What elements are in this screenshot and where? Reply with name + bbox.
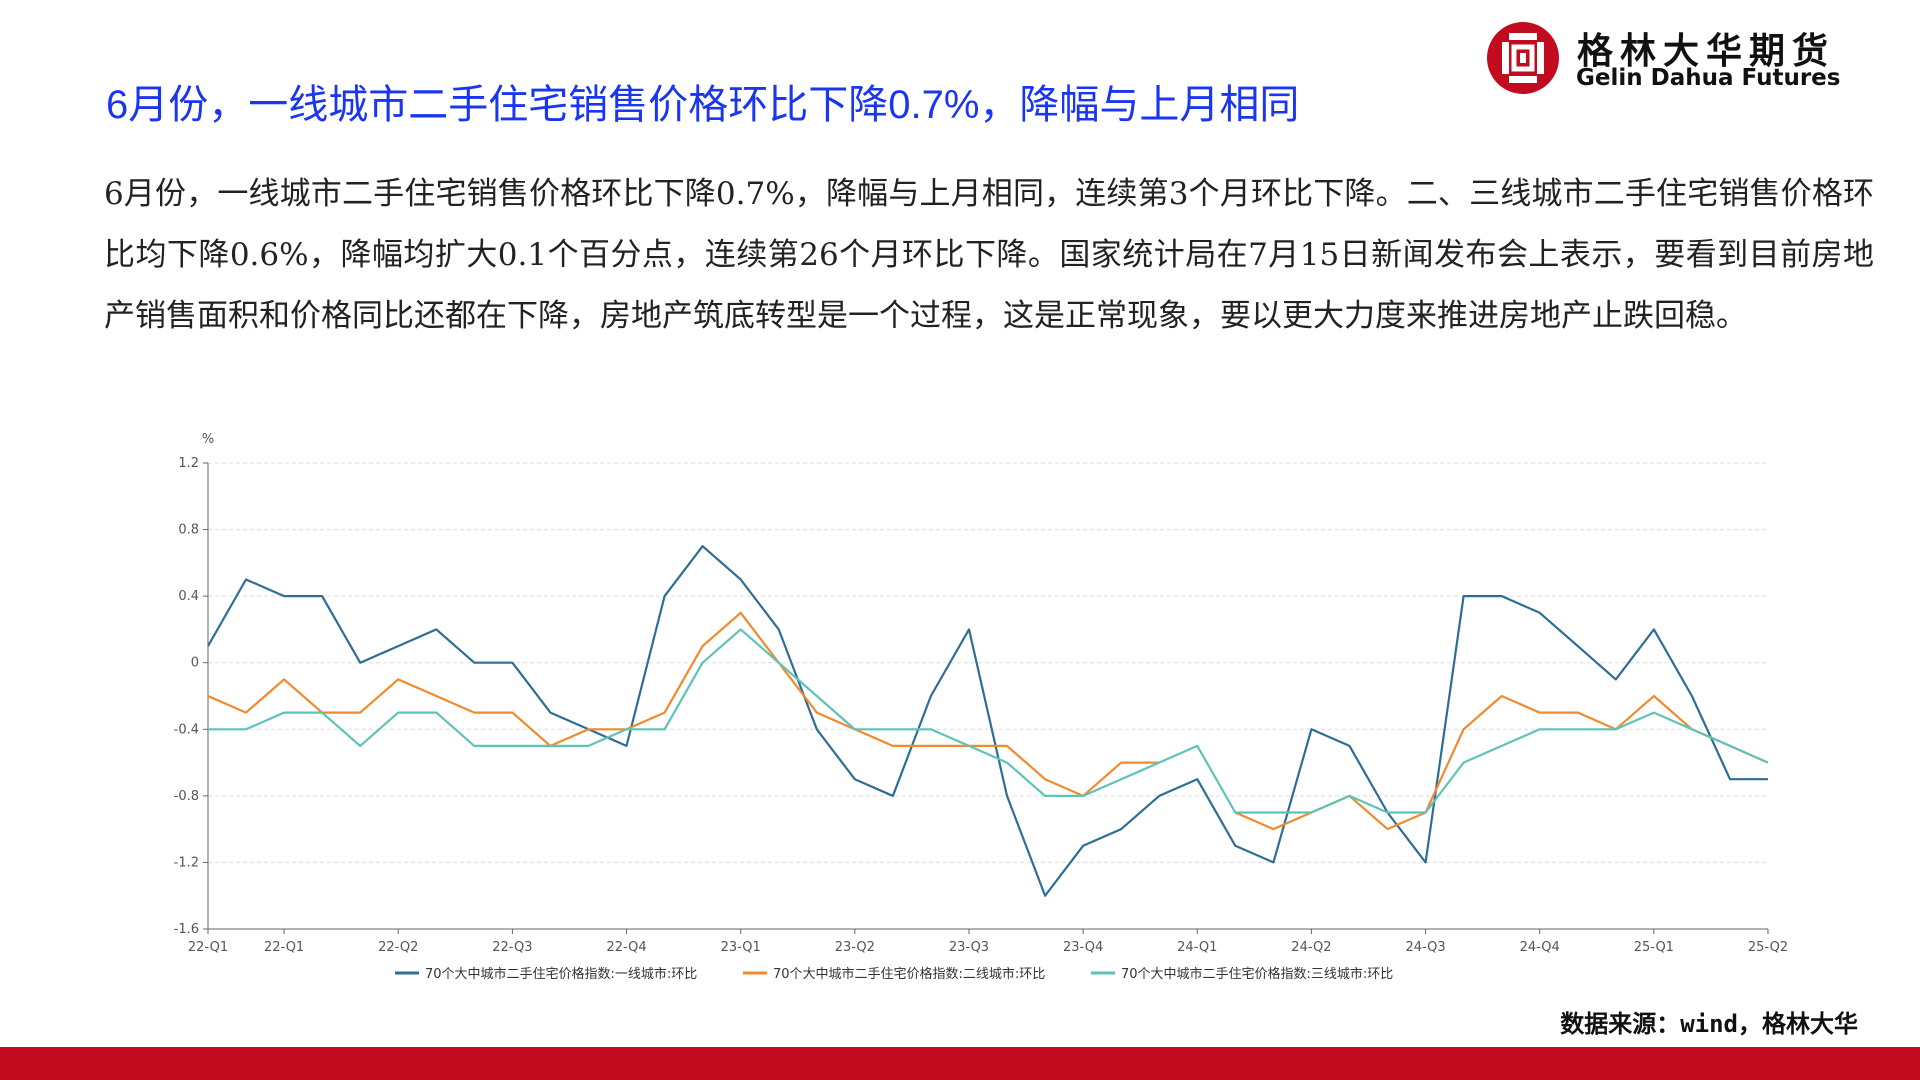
- x-tick-label: 22-Q1: [264, 940, 304, 955]
- x-tick-label: 22-Q2: [378, 940, 418, 955]
- company-logo: 格林大华期货 Gelin Dahua Futures: [1478, 18, 1898, 98]
- logo-emblem-icon: [1487, 22, 1559, 94]
- chart-gridlines: [208, 462, 1768, 863]
- summary-paragraph: 6月份，一线城市二手住宅销售价格环比下降0.7%，降幅与上月相同，连续第3个月环…: [104, 176, 1874, 334]
- x-tick-label: 23-Q3: [949, 940, 989, 955]
- logo-name-cn: 格林大华期货: [1577, 31, 1836, 72]
- y-tick-label: 0: [191, 656, 199, 671]
- chart-axes: 1.2 0.8 0.4 0 -0.4 -0.8 -1.2 -1.6% 22-Q1 22-Q1 22-…: [174, 432, 1788, 955]
- y-tick-label: -0.8: [174, 789, 199, 804]
- x-tick-label: 23-Q4: [1063, 940, 1103, 955]
- x-tick-label: 22-Q4: [606, 940, 646, 955]
- x-tick-label: 24-Q1: [1177, 940, 1217, 955]
- y-tick-label: 0.8: [178, 523, 199, 538]
- data-source-note: 数据来源：wind，格林大华: [1560, 1010, 1858, 1038]
- chart-series: [207, 545, 1769, 897]
- chart-legend: 70个大中城市二手住宅价格指数:一线城市:环比 70个大中城市二手住宅价格指数:二…: [395, 966, 1393, 982]
- series-line-3: [208, 628, 1769, 814]
- series-line-2: [207, 611, 1769, 831]
- x-tick-label: 25-Q1: [1634, 940, 1674, 955]
- legend-label-2: 70个大中城市二手住宅价格指数:二线城市:环比: [773, 966, 1045, 982]
- slide-title: 6月份，一线城市二手住宅销售价格环比下降0.7%，降幅与上月相同: [106, 83, 1300, 127]
- x-tick-label: 22-Q1: [188, 940, 228, 955]
- y-tick-label: -1.6: [174, 922, 199, 937]
- price-index-line-chart: 1.2 0.8 0.4 0 -0.4 -0.8 -1.2 -1.6% 22-Q1 22-Q1 22-…: [174, 432, 1788, 982]
- y-tick-label: 1.2: [178, 456, 199, 471]
- x-tick-label: 22-Q3: [492, 940, 532, 955]
- x-tick-label: 23-Q2: [835, 940, 875, 955]
- bottom-bar: [0, 1047, 1920, 1080]
- x-tick-label: 24-Q2: [1291, 940, 1331, 955]
- x-tick-label: 24-Q3: [1405, 940, 1445, 955]
- x-tick-label: 23-Q1: [721, 940, 761, 955]
- x-tick-label: 25-Q2: [1748, 940, 1788, 955]
- y-tick-label: 0.4: [178, 589, 199, 604]
- series-line-1: [207, 545, 1768, 897]
- logo-name-en: Gelin Dahua Futures: [1576, 65, 1841, 91]
- legend-label-1: 70个大中城市二手住宅价格指数:一线城市:环比: [425, 966, 697, 982]
- legend-label-3: 70个大中城市二手住宅价格指数:三线城市:环比: [1121, 966, 1393, 982]
- y-tick-label: -1.2: [174, 855, 199, 870]
- y-axis-unit-label: %: [202, 432, 214, 447]
- y-tick-label: -0.4: [174, 722, 199, 737]
- x-tick-label: 24-Q4: [1520, 940, 1560, 955]
